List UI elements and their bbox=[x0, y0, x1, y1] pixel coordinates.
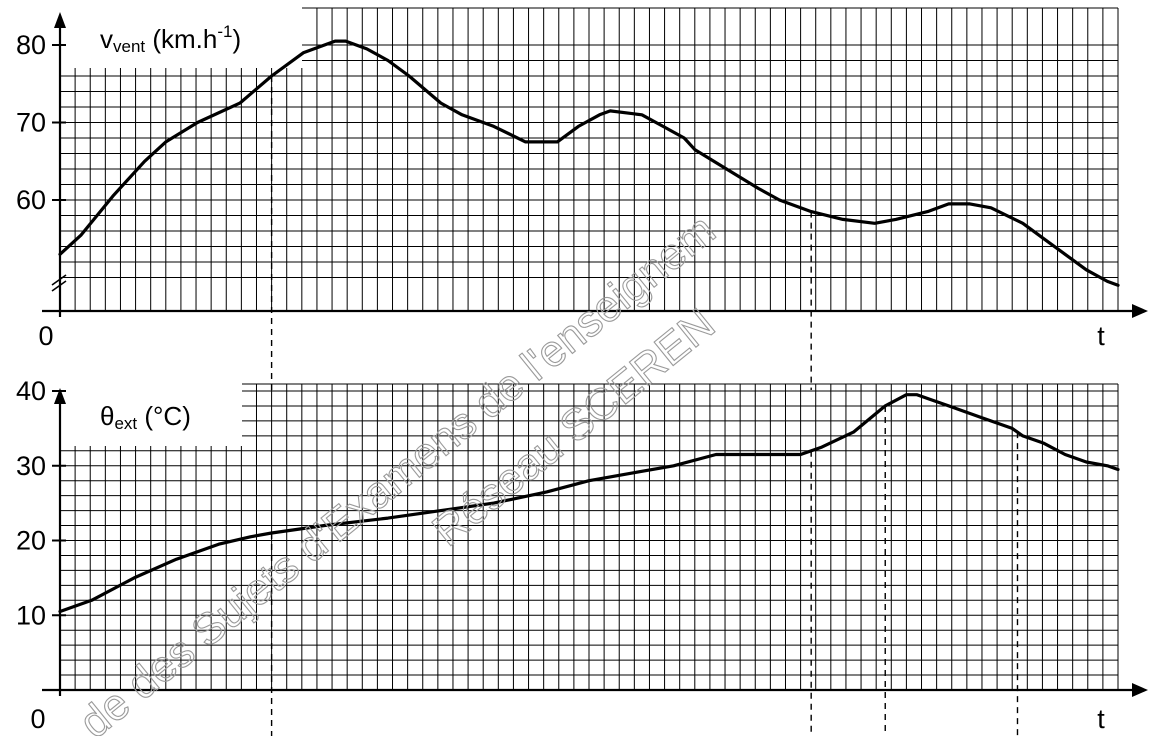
watermark: de des Sujets d'Examens de l'enseignemRé… bbox=[70, 204, 725, 741]
axis-break-mark bbox=[51, 280, 67, 292]
chart-title: vvent (km.h-1) bbox=[100, 22, 241, 56]
y-tick-label: 30 bbox=[16, 451, 46, 481]
grid bbox=[60, 7, 1119, 311]
x-axis-label: t bbox=[1097, 321, 1105, 351]
chart-panel: 60 70 80 0 t vvent (km.h-1) bbox=[16, 7, 1148, 390]
y-tick-label: 20 bbox=[16, 526, 46, 556]
series-line bbox=[58, 39, 1120, 287]
x-axis-arrow bbox=[1132, 683, 1148, 697]
y-tick-label: 80 bbox=[16, 30, 46, 60]
chart-title: θext (°C) bbox=[100, 401, 191, 433]
axis-break-mark bbox=[51, 274, 67, 286]
y-axis-arrow bbox=[54, 12, 66, 28]
origin-label: 0 bbox=[30, 704, 45, 734]
title-box bbox=[72, 388, 242, 446]
y-tick-label: 10 bbox=[16, 600, 46, 630]
y-tick-label: 70 bbox=[16, 108, 46, 138]
x-axis-label: t bbox=[1097, 704, 1105, 734]
y-tick-label: 40 bbox=[16, 376, 46, 406]
chart-panel: 10 20 30 40 0 t θext (°C) bbox=[16, 376, 1148, 736]
y-tick-label: 60 bbox=[16, 185, 46, 215]
title-box bbox=[72, 12, 302, 68]
x-axis-arrow bbox=[1132, 304, 1148, 318]
watermark-line-1: de des Sujets d'Examens de l'enseignem bbox=[70, 205, 724, 736]
origin-label: 0 bbox=[38, 321, 53, 351]
series-line bbox=[58, 393, 1120, 614]
y-axis-arrow bbox=[54, 388, 66, 404]
